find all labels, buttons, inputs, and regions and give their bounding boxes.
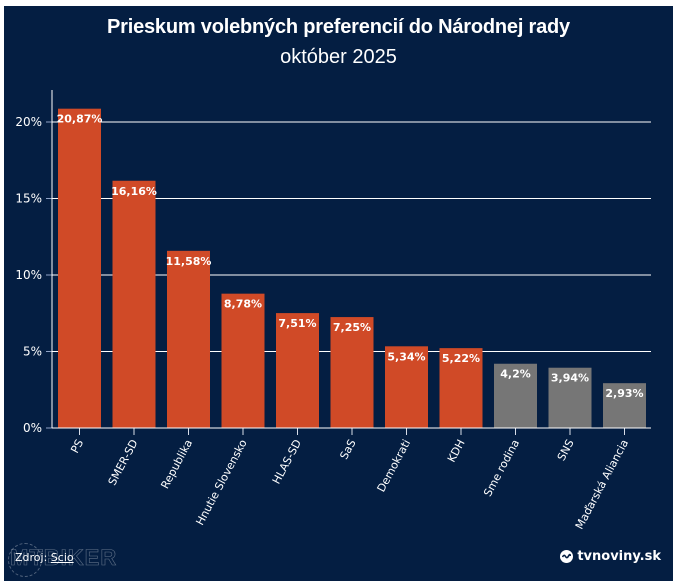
x-tick-label: Maďarská Aliancia xyxy=(573,437,631,531)
y-tick-label: 0% xyxy=(23,421,42,435)
x-tick-label: HLAS-SD xyxy=(270,437,304,486)
data-label: 7,51% xyxy=(278,317,316,330)
bar[interactable] xyxy=(330,317,374,428)
x-tick-label: Demokrati xyxy=(375,437,414,494)
tvnoviny-logo-icon xyxy=(560,550,574,563)
data-label: 20,87% xyxy=(57,113,103,126)
y-tick-label: 10% xyxy=(15,268,42,282)
watermark-gear-icon xyxy=(8,543,42,577)
data-label: 2,93% xyxy=(605,387,643,400)
y-tick-label: 15% xyxy=(15,192,42,206)
data-label: 4,2% xyxy=(500,368,531,381)
bar[interactable] xyxy=(385,346,428,428)
bar[interactable] xyxy=(603,383,646,428)
bars xyxy=(58,108,646,429)
data-label: 3,94% xyxy=(551,372,589,385)
data-label: 5,34% xyxy=(387,350,425,363)
source-prefix: Zdroj: xyxy=(15,551,51,564)
x-tick-label: PS xyxy=(68,437,86,455)
source-link[interactable]: Scio xyxy=(50,551,74,564)
bar[interactable] xyxy=(167,250,210,428)
bar[interactable] xyxy=(494,363,537,428)
y-tick-label: 5% xyxy=(23,345,42,359)
data-label: 11,58% xyxy=(166,255,212,268)
brand-logo[interactable]: tvnoviny.sk xyxy=(560,549,661,564)
labels: 0% 5% 10% 15% 20% 20,87% PS 16,16% SMER-SD 11,58%… xyxy=(15,113,643,532)
data-label: 8,78% xyxy=(224,298,262,311)
x-tick-label: KDH xyxy=(445,437,468,464)
watermark: MTBIKER xyxy=(10,545,118,571)
bar[interactable] xyxy=(548,367,592,428)
bar[interactable] xyxy=(58,108,101,429)
x-tick-label: Sme rodina xyxy=(481,437,522,498)
x-tick-label: Republika xyxy=(158,437,195,491)
data-label: 5,22% xyxy=(442,352,480,365)
chart-subtitle: október 2025 xyxy=(280,46,397,68)
bar[interactable] xyxy=(276,313,319,428)
x-tick-label: SaS xyxy=(337,437,358,461)
data-label: 7,25% xyxy=(333,321,371,334)
axes xyxy=(46,90,651,435)
chart-title: Prieskum volebných preferencií do Národn… xyxy=(107,16,570,38)
y-tick-label: 20% xyxy=(15,115,42,129)
bar[interactable] xyxy=(112,180,156,428)
x-tick-label: Hnutie Slovensko xyxy=(193,437,249,527)
x-tick-label: SMER-SD xyxy=(106,437,141,487)
brand-name: tvnoviny.sk xyxy=(577,549,661,564)
source-note: Zdroj: Scio xyxy=(15,551,74,564)
bar[interactable] xyxy=(221,293,265,428)
x-tick-label: SNS xyxy=(555,437,577,463)
bar[interactable] xyxy=(439,348,483,428)
data-label: 16,16% xyxy=(111,185,157,198)
